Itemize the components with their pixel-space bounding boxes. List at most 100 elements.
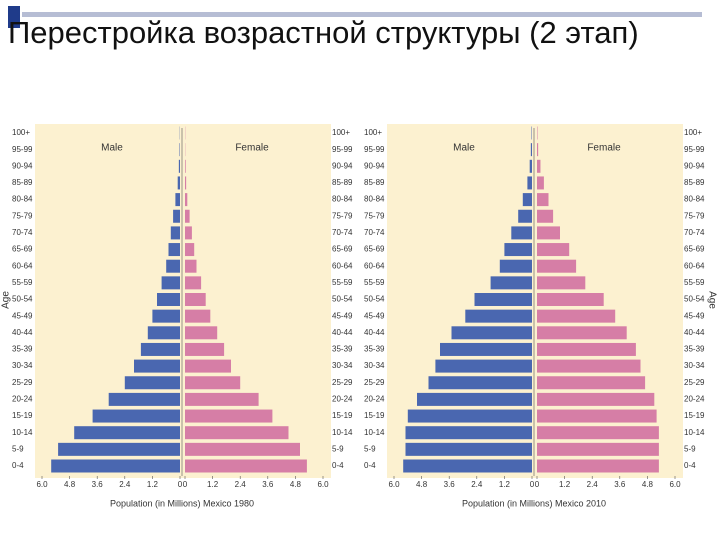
bar [537,243,570,257]
series-label: Male [101,143,123,154]
age-label: 95-99 [684,145,705,154]
bar [185,209,190,223]
bar [405,442,532,456]
bar [185,409,273,423]
bar [403,459,532,473]
age-label: 75-79 [684,211,705,220]
bar [537,159,541,173]
bar [451,326,532,340]
age-label: 40-44 [684,328,705,337]
age-label: 30-34 [364,361,385,370]
age-label: 15-19 [332,411,353,420]
age-label: 70-74 [12,228,33,237]
x-tick-label: 0 [535,480,540,489]
age-label: 30-34 [12,361,33,370]
age-label: 90-94 [684,161,705,170]
bar [185,159,186,173]
age-label: 5-9 [364,444,376,453]
age-label: 65-69 [332,245,353,254]
age-label: 45-49 [364,311,385,320]
y-axis-title: Age [1,291,12,309]
age-label: 60-64 [684,261,705,270]
bar [440,342,532,356]
bar [74,426,180,440]
bar [147,326,180,340]
bar [173,209,180,223]
age-label: 10-14 [332,428,353,437]
bar [537,209,554,223]
bar [175,193,180,207]
bar [134,359,180,373]
age-label: 35-39 [332,345,353,354]
bar [499,259,532,273]
x-tick-label: 2.4 [471,480,483,489]
x-tick-label: 6.0 [669,480,681,489]
age-label: 0-4 [12,461,24,470]
age-label: 50-54 [364,295,385,304]
age-label: 20-24 [684,395,705,404]
series-label: Male [453,143,475,154]
age-label: 80-84 [12,195,33,204]
x-tick-label: 3.6 [92,480,104,489]
bar [185,309,211,323]
bar [537,176,544,190]
bar [537,342,636,356]
x-tick-label: 3.6 [262,480,274,489]
age-label: 75-79 [12,211,33,220]
bar [185,193,188,207]
age-label: 50-54 [332,295,353,304]
age-label: 5-9 [12,444,24,453]
bar [537,459,659,473]
bar [529,159,532,173]
bar [58,442,180,456]
age-label: 80-84 [684,195,705,204]
bar [407,409,532,423]
x-tick-label: 6.0 [388,480,400,489]
bar [166,259,180,273]
bar [185,426,289,440]
age-label: 10-14 [364,428,385,437]
bar [417,392,532,406]
age-label: 60-64 [364,261,385,270]
age-label: 95-99 [12,145,33,154]
age-label: 30-34 [684,361,705,370]
x-tick-label: 3.6 [444,480,456,489]
age-label: 85-89 [332,178,353,187]
bar [168,243,180,257]
bar [185,442,300,456]
x-tick-label: 1.2 [499,480,511,489]
age-label: 25-29 [332,378,353,387]
age-label: 95-99 [364,145,385,154]
age-label: 65-69 [364,245,385,254]
bar [537,442,659,456]
x-tick-label: 0 [530,480,535,489]
x-axis-title: Population (in Millions) Mexico 2010 [462,498,606,508]
bar [490,276,532,290]
bar [161,276,180,290]
age-label: 95-99 [332,145,353,154]
bar [537,326,627,340]
age-label: 45-49 [684,311,705,320]
age-label: 70-74 [332,228,353,237]
age-label: 15-19 [364,411,385,420]
age-label: 0-4 [332,461,344,470]
bar [185,376,241,390]
age-label: 80-84 [364,195,385,204]
bar [537,293,604,306]
age-label: 55-59 [12,278,33,287]
x-tick-label: 6.0 [317,480,329,489]
slide-title: Перестройка возрастной структуры (2 этап… [8,15,639,50]
x-tick-label: 4.8 [290,480,302,489]
age-label: 100+ [12,128,30,137]
bar [178,159,180,173]
age-label: 45-49 [332,311,353,320]
age-label: 65-69 [12,245,33,254]
bar [537,426,659,440]
age-label: 15-19 [12,411,33,420]
bar [527,176,532,190]
age-label: 25-29 [684,378,705,387]
age-label: 35-39 [364,345,385,354]
age-label: 20-24 [332,395,353,404]
age-label: 90-94 [12,161,33,170]
